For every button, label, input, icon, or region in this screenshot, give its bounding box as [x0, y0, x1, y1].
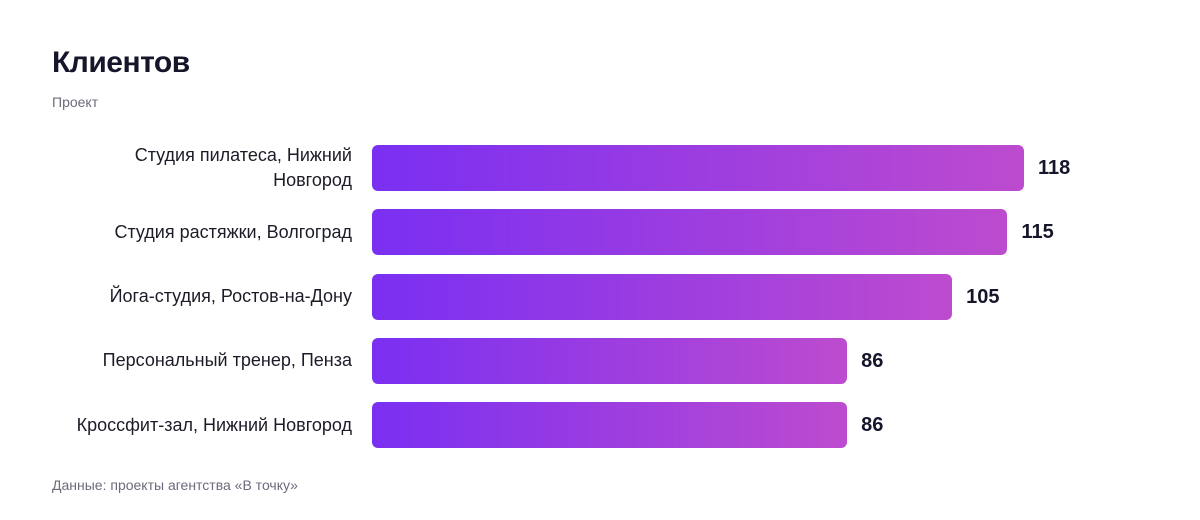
category-label: Студия растяжки, Волгоград [114, 221, 352, 242]
category-label: Студия пилатеса, Нижний Новгород [134, 145, 352, 190]
bar [372, 145, 1024, 191]
value-label: 115 [1021, 221, 1054, 244]
bar [372, 209, 1008, 256]
chart-subtitle: Проект [52, 94, 99, 110]
category-label: Йога-студия, Ростов-на-Дону [109, 286, 352, 307]
bar [372, 337, 848, 384]
bar [372, 273, 953, 320]
source-note: Данные: проекты агентства «В точку» [52, 477, 298, 493]
value-label: 86 [861, 349, 884, 372]
value-label: 86 [861, 414, 884, 437]
category-label: Персональный тренер, Пенза [102, 350, 352, 371]
category-label: Кроссфит-зал, Нижний Новгород [76, 414, 352, 435]
value-label: 118 [1038, 157, 1071, 179]
chart-title: Клиентов [52, 46, 190, 79]
bar [372, 402, 848, 449]
value-label: 105 [966, 285, 1000, 308]
